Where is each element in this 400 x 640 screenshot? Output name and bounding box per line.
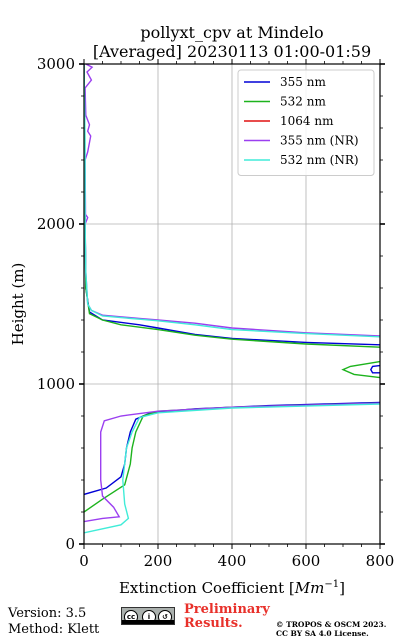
x-tick-label: 800 xyxy=(366,552,395,570)
footer-info: Version: 3.5 Method: Klett xyxy=(8,606,99,638)
x-tick-label: 0 xyxy=(79,552,89,570)
legend-label: 1064 nm xyxy=(280,114,334,128)
license-note: © TROPOS & OSCM 2023. CC BY SA 4.0 Licen… xyxy=(276,620,386,638)
x-axis-label-text: Extinction Coefficient [ xyxy=(119,579,295,597)
series-line xyxy=(84,64,380,523)
legend-label: 355 nm (NR) xyxy=(280,134,359,148)
y-tick-label: 2000 xyxy=(37,215,75,233)
version-text: Version: 3.5 xyxy=(8,606,87,621)
legend-label: 532 nm (NR) xyxy=(280,153,359,167)
x-axis-label-unit: Mm xyxy=(294,579,325,597)
legend-box xyxy=(237,69,375,176)
cc-badge-strip xyxy=(122,620,174,624)
preliminary-line2: Results. xyxy=(184,616,243,631)
x-tick-label: 600 xyxy=(292,552,321,570)
legend-label: 532 nm xyxy=(280,95,326,109)
license-line1: © TROPOS & OSCM 2023. xyxy=(276,620,387,629)
y-tick-label: 1000 xyxy=(37,375,75,393)
x-axis-label: Extinction Coefficient [Mm−1] xyxy=(119,579,345,597)
ticks: 0 200 400 600 800 0 1000 2000 3000 xyxy=(37,55,395,570)
chart-title: pollyxt_cpv at Mindelo xyxy=(140,23,323,42)
chart: pollyxt_cpv at Mindelo [Averaged] 202301… xyxy=(9,23,395,597)
y-axis-label: Height (m) xyxy=(9,263,27,346)
x-tick-label: 200 xyxy=(144,552,173,570)
chart-subtitle: [Averaged] 20230113 01:00-01:59 xyxy=(93,42,371,61)
y-tick-label: 3000 xyxy=(37,55,75,73)
plot-lines xyxy=(84,64,380,534)
legend: 355 nm 532 nm 1064 nm 355 nm (NR) 532 nm (NR… xyxy=(237,69,375,176)
x-axis-label-close: ] xyxy=(339,579,345,597)
method-text: Method: Klett xyxy=(8,622,100,637)
license-line2: CC BY SA 4.0 License. xyxy=(276,629,369,638)
legend-label: 355 nm xyxy=(280,75,326,89)
y-tick-label: 0 xyxy=(65,535,75,553)
preliminary-note: Preliminary Results. xyxy=(184,603,270,631)
cc-license-badge: cc i ↺ xyxy=(121,607,175,625)
series-line xyxy=(84,64,380,534)
x-axis-label-exponent: −1 xyxy=(324,579,339,590)
x-tick-label: 400 xyxy=(218,552,247,570)
preliminary-line1: Preliminary xyxy=(184,602,270,617)
